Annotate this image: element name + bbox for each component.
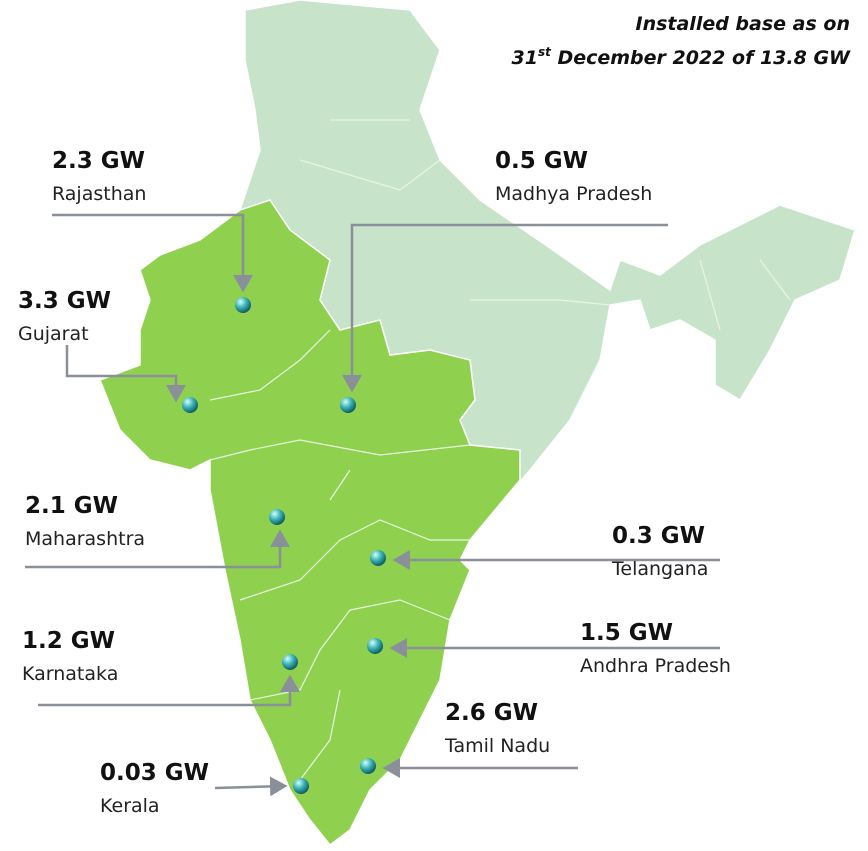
location-dot [235,297,251,313]
location-dot [360,758,376,774]
capacity-label: 0.3 GW [612,523,705,549]
title-day: 31 [511,47,537,69]
connector-arrow [38,674,300,707]
capacity-label: 0.03 GW [100,760,209,786]
state-name: Kerala [100,795,160,817]
location-dot [340,397,356,413]
location-dot [182,397,198,413]
connector-arrow [342,223,668,393]
title-rest: December 2022 of 13.8 GW [551,47,851,69]
location-dot [282,654,298,670]
location-dot [367,638,383,654]
state-name: Maharashtra [25,528,145,550]
capacity-label: 2.6 GW [445,700,538,726]
connector-arrow [25,529,290,569]
state-name: Karnataka [22,663,118,685]
capacity-label: 3.3 GW [18,288,111,314]
capacity-label: 2.3 GW [52,148,145,174]
state-name: Telangana [611,558,708,580]
state-name: Gujarat [18,323,89,345]
connector-arrow [214,776,288,797]
title-line2: 31st December 2022 of 13.8 GW [511,45,851,69]
capacity-label: 1.2 GW [22,628,115,654]
location-dot [269,509,285,525]
connector-arrow [52,213,253,293]
title-line1: Installed base as on [636,13,851,35]
state-borders [209,119,791,781]
location-dot [293,778,309,794]
title-suffix: st [538,45,552,59]
state-name: Tamil Nadu [444,735,550,757]
connector-arrow [65,345,186,403]
state-name: Madhya Pradesh [495,183,652,205]
state-name: Rajasthan [52,183,146,205]
location-dot [370,550,386,566]
capacity-label: 2.1 GW [25,493,118,519]
capacity-label: 0.5 GW [495,148,588,174]
state-name: Andhra Pradesh [580,655,731,677]
capacity-label: 1.5 GW [580,620,673,646]
